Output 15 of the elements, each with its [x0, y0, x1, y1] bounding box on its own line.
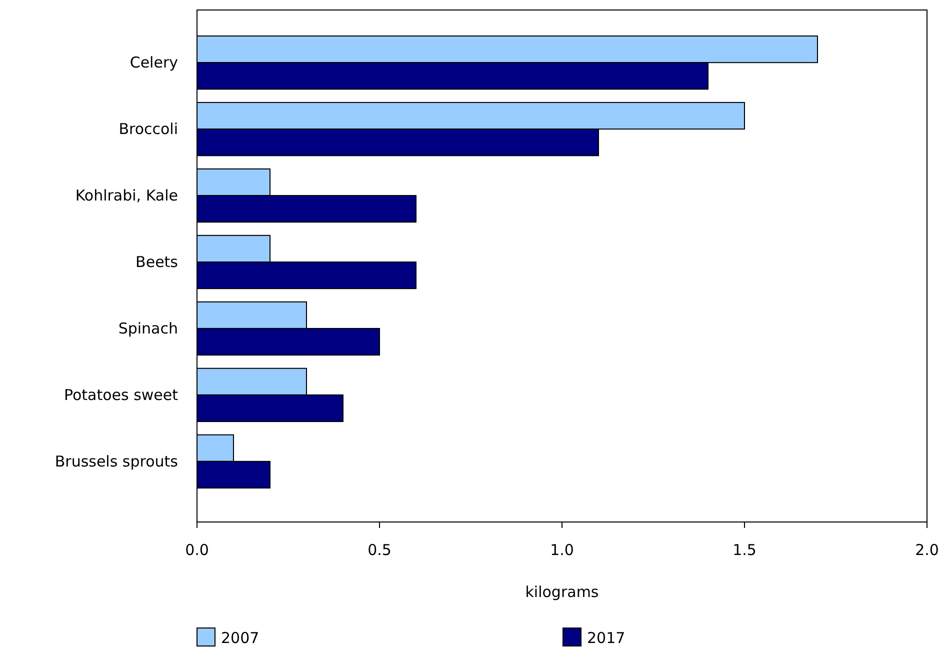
- x-tick-label: 0.5: [368, 541, 392, 559]
- legend-label: 2017: [587, 629, 626, 647]
- legend-label: 2007: [221, 629, 260, 647]
- y-tick-label: Beets: [136, 253, 178, 271]
- x-tick-label: 0.0: [185, 541, 209, 559]
- x-tick-label: 1.5: [732, 541, 756, 559]
- y-tick-label: Broccoli: [118, 120, 178, 138]
- x-tick-label: 2.0: [915, 541, 939, 559]
- x-axis-title: kilograms: [525, 583, 599, 601]
- y-tick-label: Brussels sprouts: [54, 452, 178, 470]
- y-tick-label: Spinach: [118, 319, 178, 338]
- y-tick-label: Potatoes sweet: [64, 386, 178, 404]
- y-tick-label: Kohlrabi, Kale: [75, 186, 178, 205]
- y-tick-label: Celery: [130, 54, 178, 72]
- x-tick-label: 1.0: [550, 541, 574, 559]
